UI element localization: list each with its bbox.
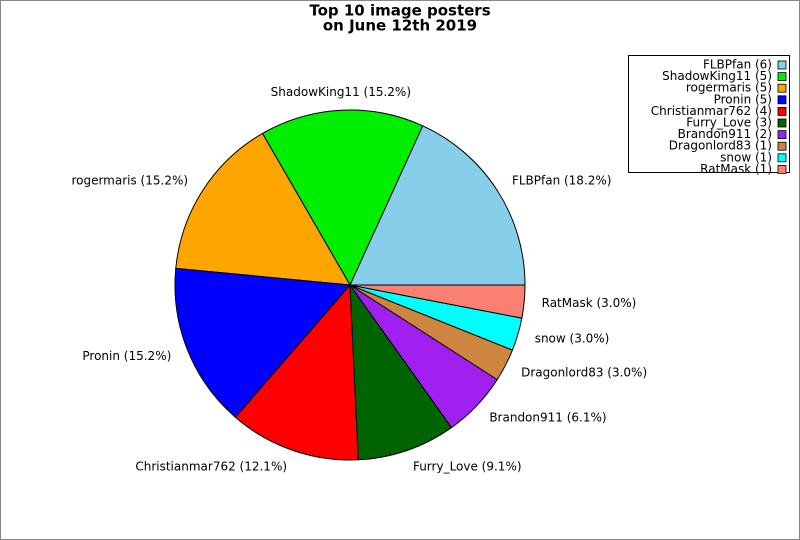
legend-swatch [777,60,787,70]
legend-label: rogermaris (5) [686,81,772,95]
legend-swatch [777,107,787,116]
slice-label: Dragonlord83 (3.0%) [521,366,647,380]
legend-label: snow (1) [720,150,772,164]
pie-slice [174,267,352,418]
slice-label: Christianmar762 (12.1%) [135,459,287,473]
legend-label: Dragonlord83 (1) [669,139,772,153]
slice-label: Pronin (15.2%) [82,349,171,363]
slice-label: snow (3.0%) [535,332,610,346]
slice-label: Furry_Love (9.1%) [413,459,522,473]
legend-swatch [777,153,787,163]
pie-slice [175,132,351,286]
pie-slice [349,283,453,461]
legend-swatch [777,72,787,81]
slice-label: rogermaris (15.2%) [71,173,188,187]
legend-swatch [777,118,787,128]
legend-swatch [777,141,787,151]
legend-label: Pronin (5) [714,92,772,106]
legend-swatch [777,95,787,105]
chart-title: Top 10 image posters [309,2,490,20]
pie-slice [349,284,526,319]
pie-slice [261,109,424,287]
pie-slice [349,125,526,286]
legend-label: ShadowKing11 (5) [662,69,772,83]
slice-label: FLBPfan (18.2%) [512,173,612,187]
legend-box [628,55,790,173]
legend-swatch [777,130,787,140]
chart-title: on June 12th 2019 [323,17,477,35]
pie-slice [234,283,359,461]
slice-label: Brandon911 (6.1%) [489,410,606,424]
legend-label: RatMask (1) [700,162,772,176]
legend-swatch [777,164,787,174]
slice-label: ShadowKing11 (15.2%) [271,85,411,99]
slice-label: RatMask (3.0%) [542,296,637,310]
legend-label: Christianmar762 (4) [651,104,772,118]
legend-label: Furry_Love (3) [686,116,772,130]
legend-label: FLBPfan (6) [703,58,772,72]
legend-label: Brandon911 (2) [678,127,772,141]
legend-swatch [777,83,787,93]
